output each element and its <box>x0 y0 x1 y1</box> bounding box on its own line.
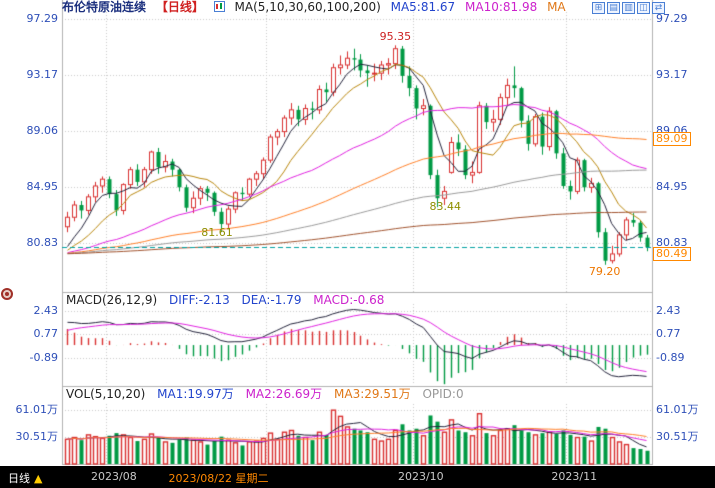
date-axis-label: 2023/10 <box>397 470 444 483</box>
layout-rows-icon[interactable]: ▤ <box>607 2 620 14</box>
vol-title: VOL(5,10,20) <box>66 387 146 401</box>
ma5-value-label: MA5:81.67 <box>390 0 456 14</box>
period-selector[interactable]: 日线 ▲ <box>8 470 42 486</box>
ma10-value-label: MA10:81.98 <box>465 0 538 14</box>
date-axis-label: 2023/08 <box>90 470 137 483</box>
macd-panel-header: MACD(26,12,9) DIFF:-2.13 DEA:-1.79 MACD:… <box>66 294 392 307</box>
window-layout-toolbar: ⊞ ▤ ▥ ◫ ⇄ <box>592 2 665 14</box>
ma30-value-truncated-label: MA <box>547 0 566 14</box>
macd-dea-value: DEA:-1.79 <box>241 293 302 307</box>
instrument-title: 布伦特原油连续 <box>62 0 147 14</box>
period-tag: 【日线】 <box>155 0 204 14</box>
date-axis-label: 2023/11 <box>551 470 598 483</box>
layout-grid-icon[interactable]: ⊞ <box>592 2 605 14</box>
main-chart-header: 布伦特原油连续 【日线】 MA(5,10,30,60,100,200) MA5:… <box>62 1 572 15</box>
opid-value: OPID:0 <box>422 387 464 401</box>
period-selector-label: 日线 <box>8 472 30 485</box>
chevron-up-icon: ▲ <box>34 472 43 485</box>
kline-settings-icon[interactable] <box>213 1 225 15</box>
date-axis-label: 2023/08/22 星期二 <box>168 472 269 485</box>
ma-settings-label: MA(5,10,30,60,100,200) <box>234 0 381 14</box>
macd-hist-value: MACD:-0.68 <box>313 293 385 307</box>
announcement-speaker-icon[interactable] <box>1 288 13 300</box>
switch-view-icon[interactable]: ⇄ <box>652 2 665 14</box>
macd-title: MACD(26,12,9) <box>66 293 158 307</box>
vol-ma2-value: MA2:26.69万 <box>245 387 323 401</box>
volume-panel-header: VOL(5,10,20) MA1:19.97万 MA2:26.69万 MA3:2… <box>66 388 472 401</box>
macd-diff-value: DIFF:-2.13 <box>168 293 230 307</box>
time-axis-bar: 日线 ▲ 2023/08 2023/08/22 星期二 2023/10 2023/11 <box>0 466 715 488</box>
layout-columns-icon[interactable]: ▥ <box>622 2 635 14</box>
vol-ma1-value: MA1:19.97万 <box>157 387 234 401</box>
layout-split-icon[interactable]: ◫ <box>637 2 650 14</box>
vol-ma3-value: MA3:29.51万 <box>334 387 411 401</box>
